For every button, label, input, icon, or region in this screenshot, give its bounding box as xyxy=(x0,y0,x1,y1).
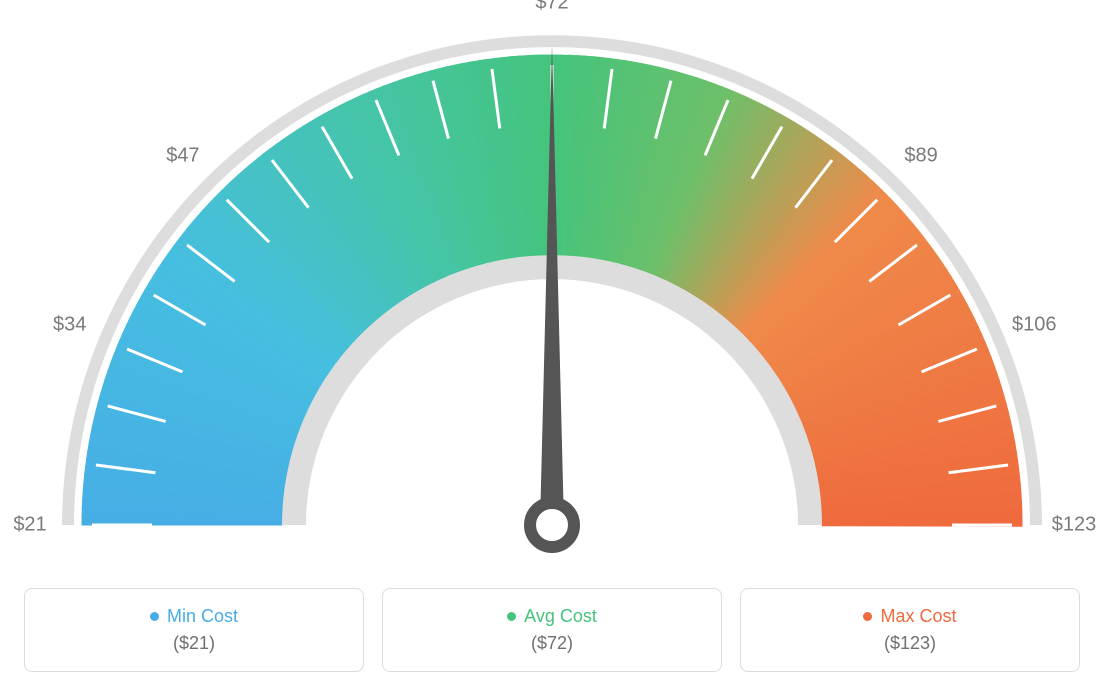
legend-title-min: Min Cost xyxy=(150,606,238,627)
legend-value-avg: ($72) xyxy=(531,633,573,654)
legend-label-min: Min Cost xyxy=(167,606,238,627)
legend-title-avg: Avg Cost xyxy=(507,606,597,627)
gauge-svg xyxy=(0,0,1104,575)
legend-card-max: Max Cost ($123) xyxy=(740,588,1080,672)
legend-title-max: Max Cost xyxy=(863,606,956,627)
gauge-tick-label: $89 xyxy=(904,144,937,167)
gauge-area: $21 $34 $47 $72 $89 $106 $123 xyxy=(0,0,1104,575)
legend-card-min: Min Cost ($21) xyxy=(24,588,364,672)
gauge-tick-label: $47 xyxy=(166,144,199,167)
gauge-tick-label: $106 xyxy=(1012,314,1057,337)
legend-dot-max xyxy=(863,612,872,621)
legend-value-min: ($21) xyxy=(173,633,215,654)
legend-label-avg: Avg Cost xyxy=(524,606,597,627)
legend-dot-avg xyxy=(507,612,516,621)
legend-label-max: Max Cost xyxy=(880,606,956,627)
gauge-tick-label: $72 xyxy=(535,0,568,15)
legend-card-avg: Avg Cost ($72) xyxy=(382,588,722,672)
gauge-tick-label: $123 xyxy=(1052,514,1097,537)
gauge-chart-container: $21 $34 $47 $72 $89 $106 $123 Min Cost ($21) A… xyxy=(0,0,1104,690)
gauge-tick-label: $34 xyxy=(53,314,86,337)
legend-row: Min Cost ($21) Avg Cost ($72) Max Cost (… xyxy=(0,588,1104,672)
legend-dot-min xyxy=(150,612,159,621)
gauge-needle-hub xyxy=(530,503,574,547)
legend-value-max: ($123) xyxy=(884,633,936,654)
gauge-tick-label: $21 xyxy=(13,514,46,537)
